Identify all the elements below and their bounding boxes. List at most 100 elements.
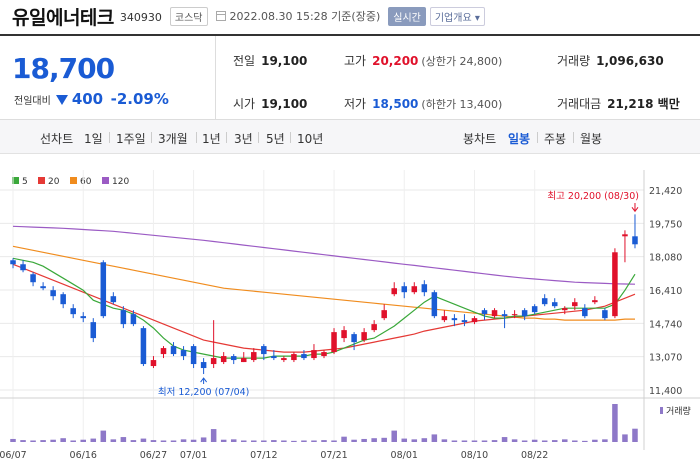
candle-body — [341, 330, 347, 339]
volume-bar — [90, 438, 97, 442]
candle-body — [190, 346, 197, 365]
candle-body — [471, 318, 478, 323]
period-10y[interactable]: 10년 — [297, 132, 324, 146]
period-1d[interactable]: 1일 — [84, 132, 103, 146]
volume-bar — [180, 439, 187, 442]
y-tick-label: 16,410 — [649, 286, 682, 297]
high-stat: 고가 20,200 (상한가 24,800) — [344, 52, 502, 69]
candle-body — [50, 290, 56, 297]
volume-bar — [562, 439, 568, 442]
realtime-button[interactable]: 실시간 — [388, 6, 426, 26]
company-overview-button[interactable]: 기업개요 ▾ — [429, 6, 485, 26]
period-bar: 선차트 1일 1주일 3개월 1년 3년 5년 10년 봉차트 일봉 주봉 월봉 — [0, 120, 700, 154]
prev-close-label: 전일 — [233, 54, 256, 68]
volume-bar — [361, 438, 367, 442]
high-annotation: 최고 20,200 (08/30) — [547, 191, 639, 202]
volume-bar — [210, 429, 217, 442]
candle-body — [180, 350, 187, 357]
candle-body — [632, 236, 638, 245]
change-row: 전일대비 400 -2.09% — [14, 90, 169, 108]
period-1y[interactable]: 1년 — [202, 132, 221, 146]
candle-body — [521, 310, 528, 317]
volume-bar — [200, 437, 207, 442]
candle-body — [200, 362, 207, 369]
y-tick-label: 19,750 — [649, 219, 682, 230]
candle-body — [311, 350, 317, 359]
volume-bars: 거래량 — [10, 404, 691, 442]
candle-body — [30, 274, 36, 283]
datetime-label: 2022.08.30 15:28 기준(장중) — [229, 10, 381, 23]
period-3m[interactable]: 3개월 — [158, 132, 188, 146]
candle-monthly[interactable]: 월봉 — [580, 132, 603, 146]
low-annotation: 최저 12,200 (07/04) — [158, 387, 250, 398]
volume-bar — [461, 440, 468, 442]
volume-bar — [40, 440, 46, 442]
separator — [537, 132, 538, 143]
volume-bar — [170, 440, 177, 442]
candle-body — [40, 286, 46, 289]
x-tick-label: 08/10 — [461, 450, 488, 461]
separator — [258, 132, 259, 143]
low-value: 18,500 — [372, 97, 419, 111]
volume-bar — [431, 434, 438, 442]
volume-bar — [441, 439, 448, 442]
separator — [196, 132, 197, 143]
candle-body — [562, 308, 568, 311]
volume-stat: 거래량 1,096,630 — [557, 52, 664, 69]
candle-body — [511, 314, 518, 316]
volume-bar — [50, 439, 56, 442]
prev-close-value: 19,100 — [261, 54, 308, 68]
low-stat: 저가 18,500 (하한가 13,400) — [344, 95, 502, 112]
volume-bar — [70, 440, 76, 442]
high-value: 20,200 — [372, 54, 419, 68]
candle-body — [70, 308, 76, 315]
y-tick-label: 18,080 — [649, 253, 682, 264]
volume-bar — [60, 438, 66, 442]
candle-body — [130, 314, 137, 325]
volume-bar — [632, 428, 638, 442]
volume-bar — [130, 440, 137, 442]
calendar-icon — [215, 11, 226, 21]
candle-body — [461, 320, 468, 323]
candle-weekly[interactable]: 주봉 — [544, 132, 567, 146]
volume-bar — [20, 440, 26, 442]
volume-bar — [281, 440, 287, 442]
candle-body — [170, 346, 177, 355]
volume-bar — [110, 439, 117, 442]
legend-label: 5 — [22, 177, 28, 187]
price-panel: 18,700 전일대비 400 -2.09% 전일 19,100 고가 20,200… — [0, 34, 700, 121]
period-5y[interactable]: 5년 — [266, 132, 285, 146]
volume-bar — [551, 440, 558, 442]
volume-bar — [10, 438, 16, 442]
period-1w[interactable]: 1주일 — [116, 132, 146, 146]
volume-bar — [301, 440, 307, 442]
volume-bar — [160, 440, 167, 442]
change-percent: -2.09% — [110, 90, 169, 108]
ma60-line — [12, 245, 635, 321]
volume-bar — [451, 440, 458, 442]
candle-body — [582, 308, 588, 317]
x-tick-label: 06/07 — [0, 450, 27, 461]
volume-bar — [321, 440, 327, 442]
separator — [151, 132, 152, 143]
volume-bar — [572, 440, 578, 442]
candle-daily[interactable]: 일봉 — [508, 132, 531, 146]
moving-average-lines — [12, 225, 636, 359]
period-3y[interactable]: 3년 — [234, 132, 253, 146]
candle-body — [10, 260, 16, 265]
line-chart-label: 선차트 — [40, 132, 74, 146]
volume-bar — [251, 440, 257, 442]
candle-body — [271, 356, 277, 359]
candle-body — [281, 358, 287, 361]
current-price: 18,700 — [12, 52, 115, 85]
candle-body — [351, 334, 357, 343]
candle-body — [602, 310, 608, 319]
candle-body — [110, 296, 117, 303]
x-tick-label: 08/01 — [391, 450, 418, 461]
candle-body — [150, 360, 157, 367]
low-label: 저가 — [344, 97, 367, 111]
candle-body — [301, 354, 307, 359]
legend-swatch — [70, 177, 77, 184]
chart-axes: 21,420 19,750 18,080 16,410 14,740 13,070 11,4… — [0, 170, 700, 461]
volume-bar — [501, 437, 508, 442]
